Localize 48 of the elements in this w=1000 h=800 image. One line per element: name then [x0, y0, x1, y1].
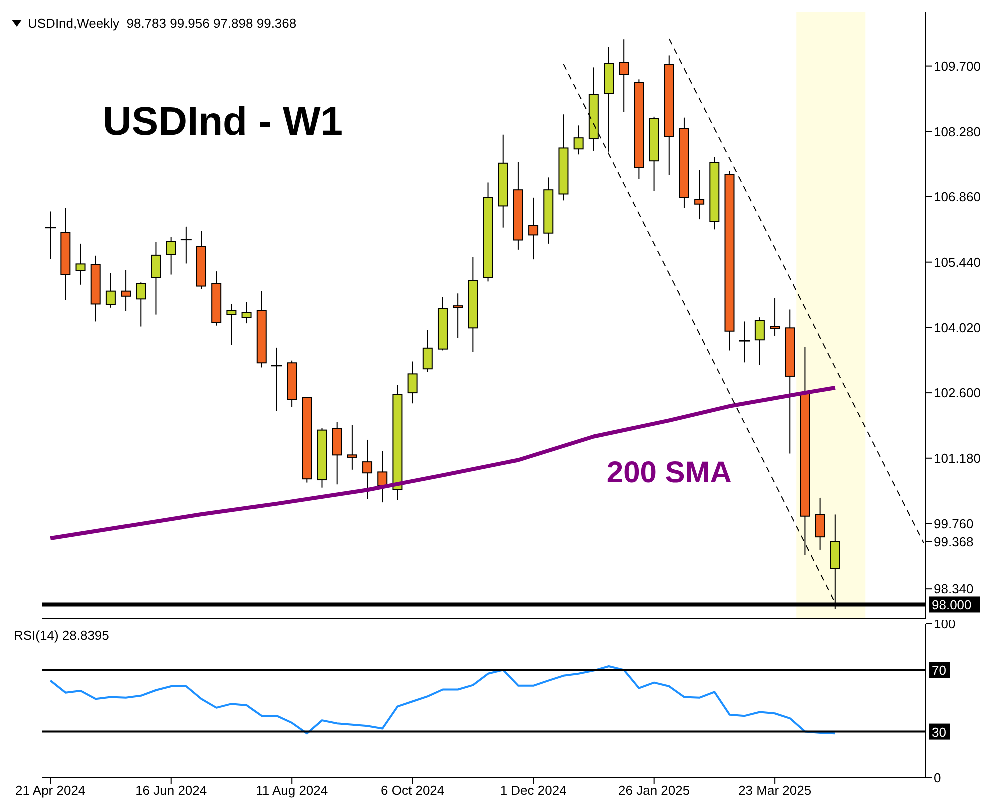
- y-tick-label: 105.440: [934, 254, 981, 270]
- candlestick: [121, 270, 132, 312]
- candlestick: [76, 243, 86, 286]
- y-tick-label: 104.020: [934, 320, 981, 336]
- series-label: 200 SMA: [606, 456, 732, 490]
- candlestick: [815, 497, 826, 550]
- candlestick: [106, 272, 116, 308]
- y-tick-label: 106.860: [934, 190, 981, 205]
- x-tick-label: 6 Oct 2024: [381, 783, 445, 798]
- candlestick: [528, 197, 539, 260]
- y-tick-label: 102.600: [934, 386, 981, 401]
- chart-title: RSI(14) 28.8395: [14, 628, 110, 643]
- candlestick: [151, 242, 162, 316]
- candlestick: [136, 282, 146, 328]
- candlestick: [408, 361, 418, 404]
- text: USDInd - W1: [103, 100, 343, 145]
- candlestick: [166, 236, 176, 276]
- chart-subtitle: USDInd,Weekly 98.783 99.956 97.898 99.368: [28, 16, 297, 31]
- ref-line-label: 30: [932, 724, 946, 740]
- candlestick: [574, 125, 584, 156]
- y-tick-label: 99.368: [934, 534, 974, 550]
- line-series: [48, 386, 838, 540]
- x-tick-label: 1 Dec 2024: [500, 783, 567, 798]
- candlestick: [378, 450, 388, 504]
- x-tick-label: 26 Jan 2025: [618, 783, 690, 798]
- candlestick: [242, 302, 252, 324]
- candlestick: [362, 439, 373, 500]
- candlestick: [347, 424, 358, 470]
- ref-line-label: 98.000: [932, 598, 972, 613]
- y-tick-label: 98.340: [934, 582, 974, 597]
- y-tick-label: 0: [934, 770, 942, 786]
- x-tick-label: 16 Jun 2024: [136, 783, 208, 798]
- candlestick: [226, 304, 237, 346]
- candlestick: [770, 298, 780, 336]
- candlestick: [619, 39, 630, 113]
- candlestick: [422, 329, 433, 373]
- ref-line-label: 70: [932, 663, 946, 678]
- candlestick: [453, 293, 464, 339]
- candlestick: [694, 170, 705, 220]
- y-tick-label: 108.280: [934, 124, 981, 140]
- x-tick-label: 11 Aug 2024: [256, 783, 328, 798]
- y-tick-label: 101.180: [934, 451, 981, 466]
- x-tick-label: 21 Apr 2024: [16, 783, 86, 798]
- candlestick: [754, 317, 765, 366]
- x-tick-label: 23 Mar 2025: [738, 783, 812, 798]
- y-tick-label: 99.760: [934, 516, 974, 532]
- line-series: [50, 666, 836, 735]
- y-tick-label: 109.700: [934, 58, 981, 74]
